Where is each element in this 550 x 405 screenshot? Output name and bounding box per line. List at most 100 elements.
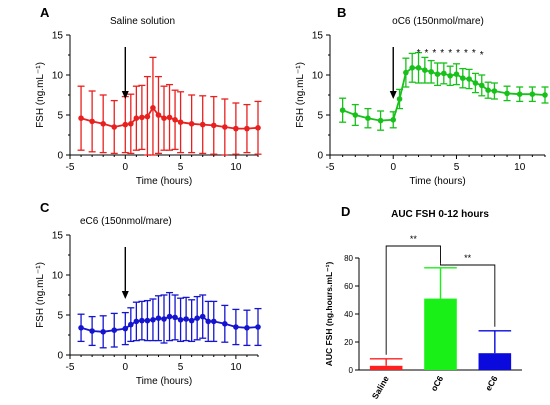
data-point [150, 105, 156, 111]
y-tick-label: 0 [317, 151, 323, 162]
data-point [222, 124, 228, 130]
panel-label: A [40, 5, 50, 20]
y-tick-label: 0 [57, 151, 63, 162]
significance-asterisk: * [464, 48, 468, 59]
y-tick-label: 10 [312, 71, 324, 82]
data-point [244, 325, 250, 331]
data-point [89, 328, 95, 334]
data-point [390, 117, 397, 123]
y-tick-label: 60 [344, 282, 353, 291]
data-point [111, 327, 118, 334]
data-point [396, 96, 403, 102]
data-point [183, 316, 189, 322]
treatment-arrow-head [121, 91, 129, 99]
data-point [365, 115, 371, 121]
significance-label: ** [464, 253, 472, 263]
significance-asterisk: * [448, 48, 452, 59]
data-point [422, 67, 428, 73]
data-point [403, 69, 409, 76]
panel-title: AUC FSH 0-12 hours [391, 209, 489, 220]
significance-asterisk: * [417, 48, 421, 59]
data-point [166, 114, 173, 121]
data-point [155, 315, 162, 322]
x-tick-label: eC6 [483, 374, 500, 393]
data-point [516, 91, 523, 97]
panel-label: D [341, 204, 350, 219]
data-point [188, 317, 195, 324]
data-point [504, 90, 510, 97]
treatment-arrow-head [389, 91, 397, 99]
x-axis-label: Time (hours) [409, 176, 465, 187]
y-axis-label: FSH (ng.mL⁻¹) [35, 262, 46, 328]
data-point [205, 318, 212, 325]
series-line [80, 106, 259, 130]
data-point [122, 325, 129, 332]
bar-ec6 [478, 353, 512, 370]
data-point [144, 113, 151, 120]
significance-asterisk: * [432, 48, 436, 59]
data-point [352, 112, 359, 118]
data-point [255, 125, 261, 131]
data-point [133, 318, 140, 325]
x-tick-label: 0 [123, 362, 129, 373]
y-tick-label: 10 [52, 271, 64, 282]
data-point [78, 115, 84, 121]
x-tick-label: 10 [230, 362, 242, 373]
series-0 [77, 56, 262, 156]
x-axis-label: Time (hours) [136, 376, 192, 387]
x-tick-label: -5 [326, 162, 335, 173]
data-point [233, 324, 239, 330]
data-point [415, 65, 422, 71]
significance-bracket [385, 245, 441, 355]
data-point [161, 316, 167, 322]
data-point [199, 121, 206, 128]
significance-bracket [440, 263, 496, 327]
y-tick-label: 0 [57, 351, 63, 362]
data-point [100, 329, 106, 335]
x-tick-label: 10 [514, 162, 526, 173]
data-point [144, 317, 151, 324]
data-point [89, 118, 95, 125]
panel-label: C [40, 200, 50, 215]
panel-title: Saline solution [110, 16, 175, 27]
x-axis-label: Time (hours) [136, 176, 192, 187]
y-tick-label: 20 [344, 338, 353, 347]
treatment-arrow-head [121, 291, 129, 299]
data-point [172, 314, 178, 321]
y-tick-label: 10 [52, 71, 64, 82]
significance-asterisk: * [440, 48, 444, 59]
data-point [542, 92, 548, 98]
panel-label: B [337, 5, 346, 20]
bar-saline [369, 365, 403, 370]
data-point [491, 88, 498, 94]
data-point [434, 71, 441, 77]
data-point [139, 114, 145, 121]
series-0 [339, 51, 549, 131]
y-tick-label: 5 [57, 111, 63, 122]
x-tick-label: -5 [66, 162, 75, 173]
data-point [199, 313, 206, 320]
significance-asterisk: * [472, 48, 476, 59]
y-tick-label: 80 [344, 254, 353, 263]
x-tick-label: 5 [178, 362, 184, 373]
data-point [150, 317, 156, 323]
y-axis-label: AUC FSH (ng.hours.mL⁻¹) [324, 262, 334, 367]
data-point [128, 121, 134, 127]
x-tick-label: Saline [370, 374, 391, 401]
data-point [122, 121, 129, 128]
data-point [244, 125, 250, 132]
data-point [478, 82, 485, 89]
x-tick-label: 10 [230, 162, 242, 173]
data-point [409, 65, 416, 71]
significance-asterisk: * [480, 50, 484, 61]
data-point [453, 71, 460, 77]
significance-label: ** [410, 234, 418, 244]
y-tick-label: 15 [52, 31, 64, 42]
data-point [139, 317, 145, 324]
y-tick-label: 0 [349, 366, 354, 375]
y-tick-label: 15 [312, 31, 324, 42]
